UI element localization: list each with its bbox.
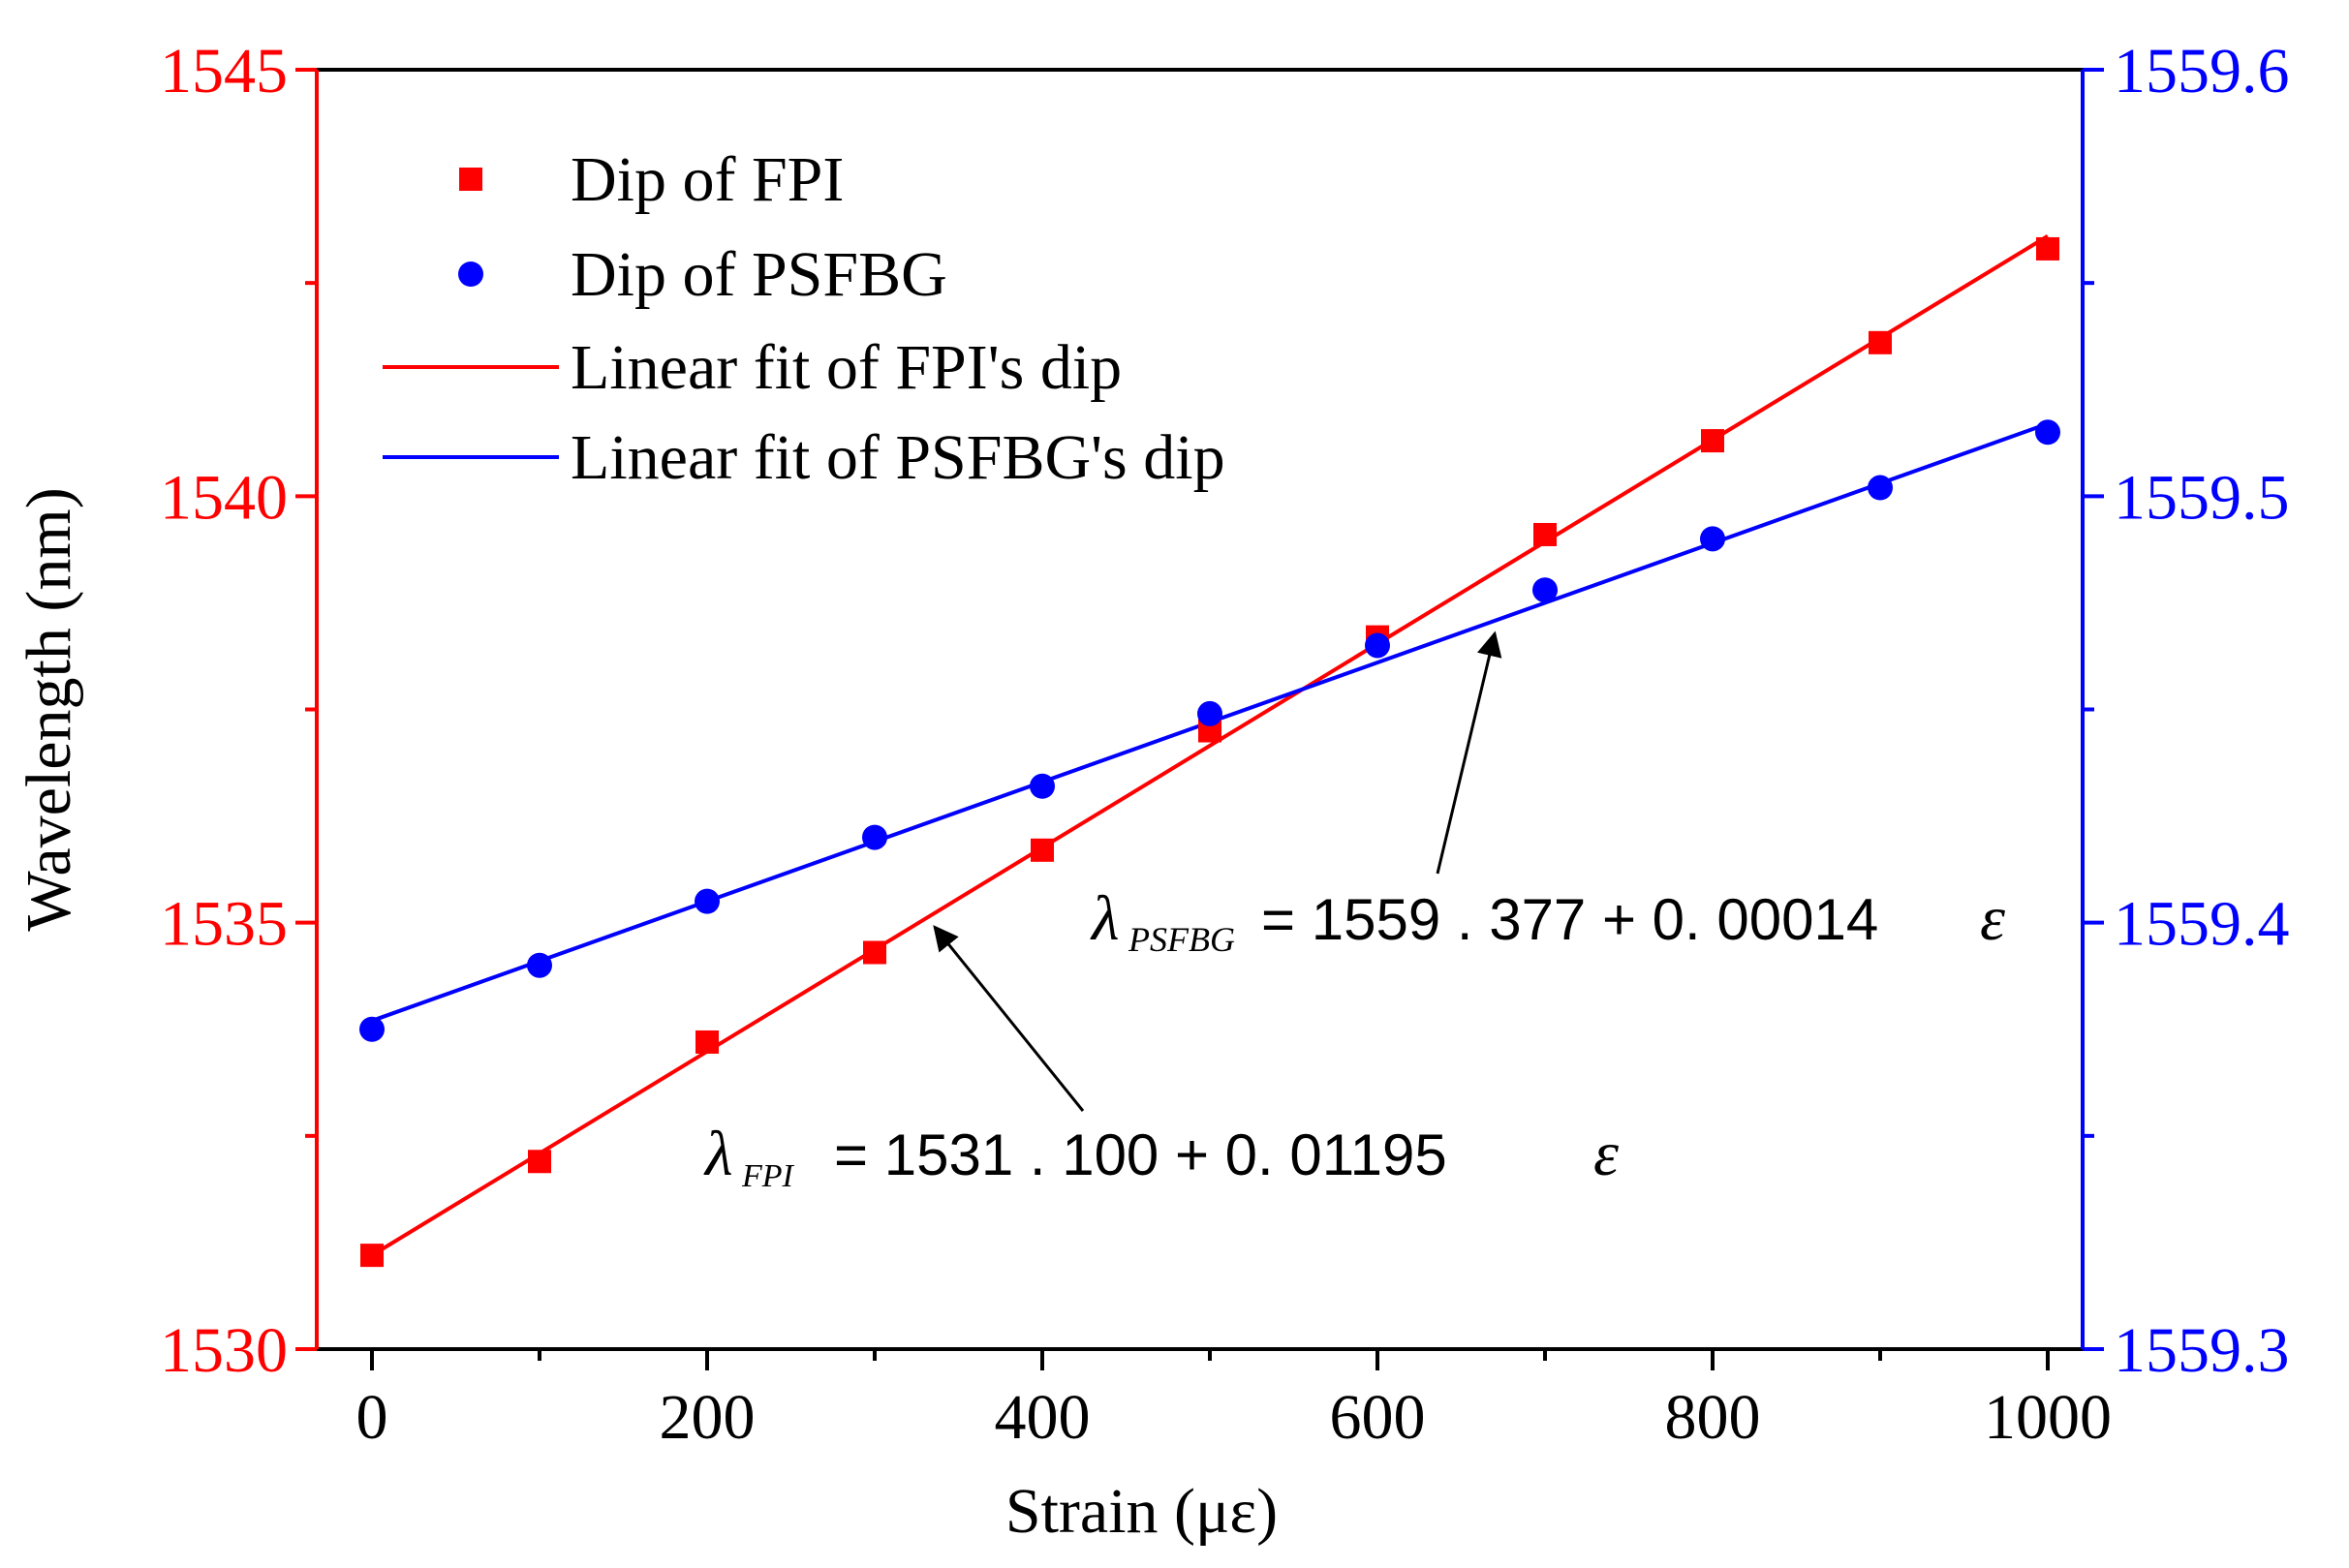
psfbg-equation: λ PSFBG = 1559 . 377 + 0. 00014 ε bbox=[1090, 883, 2005, 959]
fpi-point bbox=[1701, 429, 1724, 453]
psfbg-point bbox=[1532, 577, 1558, 603]
psfbg-point bbox=[1365, 632, 1390, 659]
psfbg-lambda: λ bbox=[1090, 883, 1120, 954]
fpi-lambda: λ bbox=[703, 1119, 733, 1189]
legend-fpi-marker bbox=[459, 168, 482, 191]
legend-psfbg-marker bbox=[458, 261, 483, 287]
psfbg-epsilon: ε bbox=[1980, 883, 2005, 954]
left-y-tick-label: 1530 bbox=[160, 1315, 288, 1386]
x-tick-label: 0 bbox=[356, 1382, 388, 1453]
legend: Dip of FPI Dip of PSFBG Linear fit of FPI'… bbox=[383, 144, 1225, 493]
plot-marks bbox=[359, 234, 2060, 1268]
fpi-point bbox=[1533, 522, 1557, 546]
right-y-tick-label: 1559.6 bbox=[2114, 36, 2290, 107]
y-axis-title: Wavelength (nm) bbox=[14, 487, 84, 931]
x-axis-title: Strain (με) bbox=[1005, 1476, 1278, 1547]
legend-fpi-fit-label: Linear fit of FPI's dip bbox=[571, 332, 1122, 403]
x-tick-label: 400 bbox=[995, 1382, 1091, 1453]
right-y-tick-label: 1559.3 bbox=[2114, 1315, 2290, 1386]
legend-fpi-label: Dip of FPI bbox=[571, 144, 844, 215]
fpi-subscript: FPI bbox=[741, 1158, 795, 1194]
legend-psfbg-fit-label: Linear fit of PSFBG's dip bbox=[571, 422, 1225, 493]
x-tick-label: 1000 bbox=[1984, 1382, 2112, 1453]
left-y-tick-label: 1545 bbox=[160, 36, 288, 107]
fpi-arrow bbox=[933, 925, 1085, 1112]
psfbg-point bbox=[1030, 773, 1055, 799]
psfbg-point bbox=[1868, 475, 1893, 501]
psfbg-point bbox=[527, 952, 552, 978]
fpi-point bbox=[360, 1244, 384, 1268]
psfbg-arrow bbox=[1436, 630, 1502, 875]
psfbg-subscript: PSFBG bbox=[1128, 920, 1235, 959]
x-tick-label: 600 bbox=[1330, 1382, 1426, 1453]
fpi-epsilon: ε bbox=[1593, 1119, 1619, 1189]
x-tick-label: 200 bbox=[660, 1382, 756, 1453]
fpi-point bbox=[2036, 236, 2059, 261]
fpi-point bbox=[695, 1030, 719, 1054]
axes: 0 200 400 600 800 1000 1530 1535 1540 1545 1559.3 1… bbox=[14, 36, 2290, 1547]
right-y-tick-label: 1559.5 bbox=[2114, 462, 2290, 533]
psfbg-point bbox=[1197, 700, 1222, 726]
x-tick-label: 800 bbox=[1665, 1382, 1761, 1453]
fpi-point bbox=[863, 940, 886, 965]
psfbg-point bbox=[2035, 419, 2060, 446]
psfbg-point bbox=[862, 824, 887, 850]
psfbg-point bbox=[695, 888, 720, 914]
left-y-tick-label: 1540 bbox=[160, 462, 288, 533]
fit-line-fpi bbox=[370, 234, 2050, 1257]
psfbg-point bbox=[1700, 526, 1725, 552]
legend-psfbg-label: Dip of PSFBG bbox=[571, 239, 947, 310]
psfbg-point bbox=[359, 1016, 385, 1042]
fpi-point bbox=[1031, 838, 1054, 862]
left-y-tick-label: 1535 bbox=[160, 889, 288, 960]
fpi-point bbox=[528, 1150, 551, 1174]
fpi-equation-text: = 1531 . 100 + 0. 01195 bbox=[834, 1122, 1447, 1187]
fpi-equation: λ FPI = 1531 . 100 + 0. 01195 ε bbox=[703, 1119, 1619, 1194]
psfbg-equation-text: = 1559 . 377 + 0. 00014 bbox=[1261, 887, 1878, 952]
annotations: λ PSFBG = 1559 . 377 + 0. 00014 ελ FPI = 1531… bbox=[703, 630, 2005, 1194]
fpi-point bbox=[1869, 330, 1892, 354]
right-y-tick-label: 1559.4 bbox=[2114, 889, 2290, 960]
